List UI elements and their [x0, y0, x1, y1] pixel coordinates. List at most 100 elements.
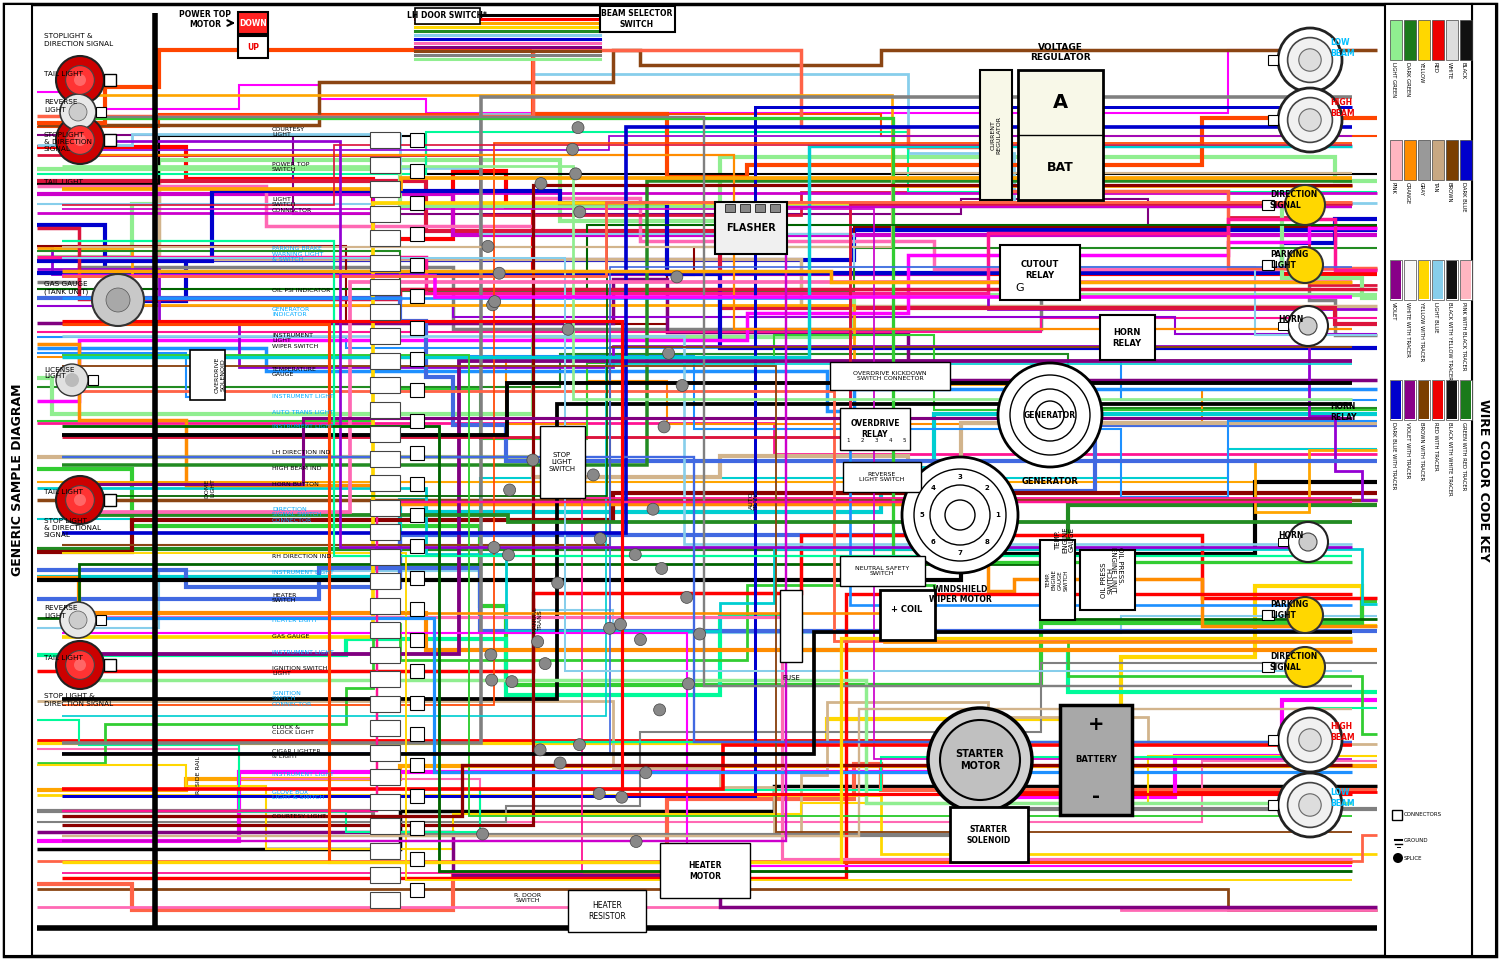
Bar	[1390, 20, 1402, 60]
Bar	[370, 745, 400, 761]
Bar	[370, 598, 400, 613]
Text: STOPLIGHT &
DIRECTION SIGNAL: STOPLIGHT & DIRECTION SIGNAL	[44, 34, 112, 46]
Text: UP: UP	[248, 42, 259, 52]
Circle shape	[902, 457, 1019, 573]
Bar	[1419, 381, 1430, 419]
Text: GAS GAUGE
(TANK UNIT): GAS GAUGE (TANK UNIT)	[44, 281, 88, 295]
Bar	[410, 164, 424, 179]
Text: VIOLET WITH TRACER: VIOLET WITH TRACER	[1406, 422, 1410, 478]
Bar	[238, 36, 268, 58]
Bar	[88, 375, 98, 385]
Bar	[410, 727, 424, 741]
Circle shape	[573, 206, 585, 218]
Text: AUTO
TRANS: AUTO TRANS	[748, 490, 759, 511]
Circle shape	[552, 577, 564, 589]
Bar	[238, 12, 268, 34]
Circle shape	[940, 720, 1020, 800]
Text: 5: 5	[903, 438, 906, 443]
Bar	[1432, 260, 1444, 300]
Text: HIGH
BEAM: HIGH BEAM	[1330, 98, 1354, 118]
Bar	[1446, 20, 1458, 60]
Circle shape	[1278, 708, 1342, 772]
Text: HEATER LIGHT: HEATER LIGHT	[272, 617, 318, 622]
Bar	[410, 789, 424, 804]
Bar	[1040, 540, 1076, 620]
Text: INSTRUMENT
LIGHT
WIPER SWITCH: INSTRUMENT LIGHT WIPER SWITCH	[272, 333, 318, 349]
Circle shape	[56, 364, 88, 396]
Circle shape	[74, 494, 86, 506]
Bar	[1472, 4, 1496, 956]
Text: + COIL: + COIL	[891, 606, 922, 614]
Text: 3: 3	[874, 438, 878, 443]
Circle shape	[64, 373, 80, 387]
Circle shape	[1278, 88, 1342, 152]
Bar	[370, 181, 400, 197]
Bar	[370, 769, 400, 785]
Text: PARKING BRAKE
WARNING LIGHT
& SWITCH: PARKING BRAKE WARNING LIGHT & SWITCH	[272, 246, 324, 262]
Circle shape	[1036, 401, 1064, 429]
Circle shape	[681, 591, 693, 604]
Text: DOME
LIGHT: DOME LIGHT	[204, 478, 216, 497]
Bar	[1384, 4, 1472, 956]
Circle shape	[494, 267, 506, 279]
Circle shape	[60, 94, 96, 130]
Circle shape	[945, 500, 975, 530]
Bar	[1460, 20, 1472, 60]
Circle shape	[562, 324, 574, 335]
Circle shape	[567, 143, 579, 156]
Circle shape	[658, 420, 670, 433]
Bar	[1390, 260, 1402, 300]
Bar	[724, 204, 735, 212]
Circle shape	[484, 649, 496, 660]
Bar	[1419, 261, 1430, 299]
Text: 2: 2	[861, 438, 864, 443]
Text: R. DOOR
SWITCH: R. DOOR SWITCH	[514, 893, 541, 903]
Circle shape	[526, 454, 538, 466]
Bar	[370, 843, 400, 859]
Text: 4: 4	[888, 438, 891, 443]
Text: 8: 8	[984, 539, 990, 545]
Text: PINK: PINK	[1390, 182, 1396, 194]
Text: YELLOW: YELLOW	[1419, 62, 1424, 84]
Bar	[410, 321, 424, 334]
Circle shape	[616, 791, 628, 804]
Bar	[1418, 140, 1430, 180]
Bar	[410, 633, 424, 647]
Text: REVERSE
LIGHT SWITCH: REVERSE LIGHT SWITCH	[859, 471, 904, 482]
Text: INSTRUMENT LIGHT: INSTRUMENT LIGHT	[272, 651, 334, 656]
Circle shape	[554, 757, 566, 769]
Bar	[1262, 260, 1274, 270]
Bar	[840, 408, 910, 450]
Circle shape	[1287, 782, 1332, 828]
Bar	[1418, 20, 1430, 60]
Bar	[1432, 381, 1443, 419]
Circle shape	[1010, 375, 1090, 455]
Bar	[540, 426, 585, 498]
Circle shape	[60, 602, 96, 638]
Text: WIRE COLOR CODE KEY: WIRE COLOR CODE KEY	[1478, 398, 1491, 562]
Text: STARTER
MOTOR: STARTER MOTOR	[956, 749, 1005, 771]
Text: R. SIDE RAIL: R. SIDE RAIL	[195, 756, 201, 794]
Text: OVERDRIVE
SOLENOID: OVERDRIVE SOLENOID	[214, 357, 225, 394]
Bar	[1432, 261, 1443, 299]
Text: GENERATOR: GENERATOR	[1022, 477, 1078, 486]
Text: HORN: HORN	[1278, 532, 1304, 540]
Text: DIRECTION
SIGNAL: DIRECTION SIGNAL	[1270, 652, 1317, 672]
Text: 3: 3	[957, 474, 963, 480]
Text: BATTERY: BATTERY	[1076, 756, 1118, 764]
Bar	[410, 821, 424, 834]
Bar	[370, 132, 400, 148]
Bar	[830, 362, 950, 390]
Bar	[410, 258, 424, 272]
Bar	[1262, 662, 1274, 672]
Bar	[1392, 810, 1402, 820]
Circle shape	[66, 486, 94, 515]
Bar	[370, 524, 400, 540]
Text: LIGHT
SWITCH
CONNECTOR: LIGHT SWITCH CONNECTOR	[272, 197, 312, 213]
Bar	[568, 890, 646, 932]
Text: WHITE WITH TRACER: WHITE WITH TRACER	[1406, 302, 1410, 357]
Circle shape	[546, 457, 558, 469]
Circle shape	[56, 116, 104, 164]
Bar	[370, 500, 400, 516]
Text: DIRECTION
SIGNAL: DIRECTION SIGNAL	[1270, 190, 1317, 209]
